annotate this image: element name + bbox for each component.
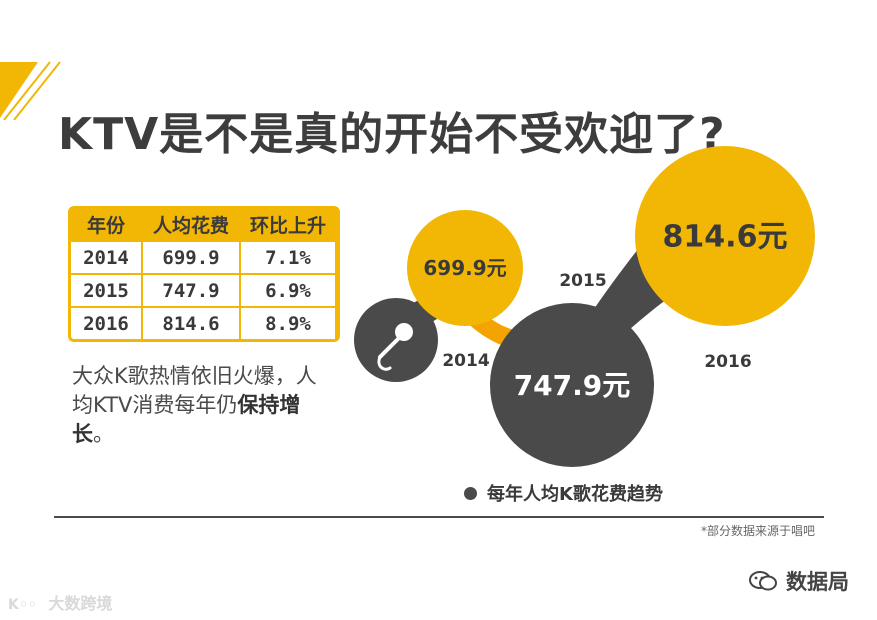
table-header-cell: 环比上升 bbox=[241, 209, 335, 240]
year-label: 2015 bbox=[559, 271, 606, 291]
bubble-value-label: 699.9元 bbox=[423, 256, 506, 280]
table-row: 2015 747.9 6.9% bbox=[71, 275, 337, 306]
table-cell: 699.9 bbox=[143, 242, 239, 273]
watermark-brand: 数据局 bbox=[748, 566, 849, 596]
bubble-2016 bbox=[635, 146, 815, 326]
watermark-brand-text: 数据局 bbox=[786, 570, 849, 594]
watermark-source-text: 大数跨境 bbox=[48, 594, 113, 613]
bubble-chart: 699.9元 2014 747.9元 2015 814.6元 2016 bbox=[354, 146, 815, 467]
table-cell: 2016 bbox=[71, 308, 141, 339]
table-cell: 6.9% bbox=[241, 275, 335, 306]
description-line1: 大众K歌热情依旧火爆，人 bbox=[72, 364, 317, 388]
chart-legend: 每年人均K歌花费趋势 bbox=[464, 480, 663, 506]
source-footnote: *部分数据来源于唱吧 bbox=[701, 524, 816, 538]
description-emphasis-end: 长 bbox=[72, 422, 93, 446]
description-line2: 均KTV消费每年仍 bbox=[72, 393, 238, 417]
bubble-2014 bbox=[407, 210, 523, 326]
description-emphasis: 保持增 bbox=[237, 393, 301, 417]
description-period: 。 bbox=[93, 422, 114, 446]
table-header-cell: 人均花费 bbox=[143, 209, 239, 240]
table-cell: 2015 bbox=[71, 275, 141, 306]
table-body: 2014 699.9 7.1% 2015 747.9 6.9% 2016 814… bbox=[71, 242, 337, 339]
legend-marker bbox=[464, 486, 477, 500]
bubble-value-label: 747.9元 bbox=[514, 369, 631, 402]
watermark-source: K◦◦ 大数跨境 bbox=[8, 590, 112, 614]
data-table: 年份 人均花费 环比上升 2014 699.9 7.1% 2015 747.9 … bbox=[68, 206, 340, 342]
table-header-cell: 年份 bbox=[71, 209, 141, 240]
page-title: KTV是不是真的开始不受欢迎了? bbox=[58, 109, 726, 160]
table-row: 2014 699.9 7.1% bbox=[71, 242, 337, 273]
table-header-row: 年份 人均花费 环比上升 bbox=[71, 209, 337, 240]
year-label: 2014 bbox=[442, 351, 489, 371]
table-cell: 7.1% bbox=[241, 242, 335, 273]
watermark-source-logo: K◦◦ bbox=[8, 597, 37, 613]
table-cell: 747.9 bbox=[143, 275, 239, 306]
table-cell: 2014 bbox=[71, 242, 141, 273]
table-cell: 814.6 bbox=[143, 308, 239, 339]
microphone-icon bbox=[377, 323, 413, 371]
table-row: 2016 814.6 8.9% bbox=[71, 308, 337, 339]
table-cell: 8.9% bbox=[241, 308, 335, 339]
wechat-icon bbox=[749, 571, 777, 591]
footer-divider bbox=[54, 516, 824, 518]
bubble-value-label: 814.6元 bbox=[663, 220, 788, 255]
corner-stripe-decoration bbox=[0, 61, 61, 120]
year-label: 2016 bbox=[704, 352, 751, 372]
legend-label: 每年人均K歌花费趋势 bbox=[487, 484, 663, 505]
bubble-2015 bbox=[490, 303, 654, 467]
description-text: 大众K歌热情依旧火爆，人 均KTV消费每年仍保持增 长。 bbox=[72, 362, 357, 449]
